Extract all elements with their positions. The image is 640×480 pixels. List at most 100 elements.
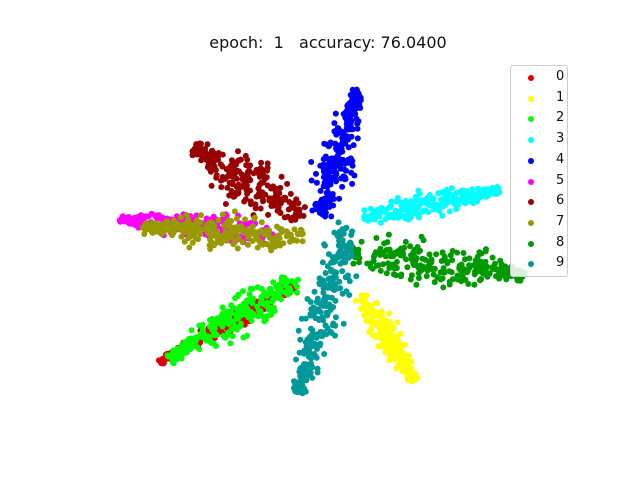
data-point xyxy=(347,101,354,108)
data-point xyxy=(347,239,354,246)
data-point xyxy=(208,339,214,346)
legend-swatch xyxy=(528,261,534,268)
data-point xyxy=(363,305,370,312)
legend-swatch xyxy=(528,199,534,206)
data-point xyxy=(241,179,248,186)
data-point xyxy=(320,161,327,168)
data-point xyxy=(308,159,315,165)
data-point xyxy=(402,238,409,245)
data-point xyxy=(268,185,275,192)
data-point xyxy=(308,337,315,343)
data-point xyxy=(166,221,173,228)
data-point xyxy=(273,283,279,290)
data-point xyxy=(408,272,415,279)
data-point xyxy=(352,297,359,304)
data-point xyxy=(222,334,229,341)
data-point xyxy=(141,213,148,220)
legend-label: 8 xyxy=(556,234,565,250)
data-point xyxy=(387,347,394,354)
data-point xyxy=(242,216,248,223)
data-point xyxy=(377,315,384,321)
data-point xyxy=(372,208,379,215)
legend-item-7: 7 xyxy=(511,213,569,233)
data-point xyxy=(320,174,327,181)
data-point xyxy=(439,212,446,219)
data-point xyxy=(386,310,393,317)
data-point xyxy=(283,233,290,240)
data-point xyxy=(321,168,327,175)
data-point xyxy=(212,167,219,173)
data-point xyxy=(385,231,392,238)
data-point xyxy=(329,278,336,285)
data-point xyxy=(324,325,331,332)
data-point xyxy=(387,335,394,342)
data-point xyxy=(328,158,335,165)
data-point xyxy=(363,311,370,318)
data-point xyxy=(319,259,326,266)
data-point xyxy=(431,279,438,286)
data-point xyxy=(440,284,447,291)
data-point xyxy=(186,244,193,251)
data-point xyxy=(404,264,411,271)
data-point xyxy=(116,217,123,224)
data-point xyxy=(296,368,303,375)
data-point xyxy=(290,378,297,385)
data-point xyxy=(433,206,440,213)
data-point xyxy=(489,254,496,261)
data-point xyxy=(355,99,362,106)
data-point xyxy=(401,213,408,220)
data-point xyxy=(470,195,477,202)
data-point xyxy=(462,256,468,263)
data-point xyxy=(433,251,440,258)
data-point xyxy=(426,251,433,258)
data-point xyxy=(261,318,268,325)
data-point xyxy=(190,231,196,237)
data-point xyxy=(223,174,230,181)
data-point xyxy=(324,183,331,190)
data-point xyxy=(314,369,321,376)
data-point xyxy=(185,344,192,351)
data-point xyxy=(394,319,401,326)
data-point xyxy=(374,300,380,307)
data-point xyxy=(215,217,222,224)
data-point xyxy=(189,239,196,246)
data-point xyxy=(383,270,390,277)
data-point xyxy=(313,179,320,186)
data-point xyxy=(257,165,264,172)
data-point xyxy=(361,298,368,305)
data-point xyxy=(228,218,235,224)
data-point xyxy=(239,239,246,245)
series-4-points xyxy=(308,86,364,220)
data-point xyxy=(228,157,235,164)
data-point xyxy=(446,281,453,288)
data-point xyxy=(466,264,473,271)
data-point xyxy=(293,196,300,203)
data-point xyxy=(287,190,294,197)
data-point xyxy=(416,197,423,204)
data-point xyxy=(246,291,253,298)
data-point xyxy=(240,308,247,314)
data-point xyxy=(247,226,254,233)
data-point xyxy=(285,206,292,213)
data-point xyxy=(317,208,323,214)
data-point xyxy=(313,170,319,177)
data-point xyxy=(348,232,355,238)
data-point xyxy=(311,288,318,295)
data-point xyxy=(255,313,262,320)
data-point xyxy=(350,260,357,267)
data-point xyxy=(337,260,344,267)
data-point xyxy=(242,196,249,203)
data-point xyxy=(378,308,385,315)
data-point xyxy=(407,243,414,250)
data-point xyxy=(297,336,304,343)
data-point xyxy=(343,288,350,295)
data-point xyxy=(234,245,241,252)
data-point xyxy=(369,309,376,315)
data-point xyxy=(129,216,135,223)
data-point xyxy=(335,219,342,226)
data-point xyxy=(300,368,307,375)
data-point xyxy=(337,247,344,254)
legend-item-2: 2 xyxy=(511,109,569,129)
data-point xyxy=(499,263,506,270)
data-point xyxy=(332,314,339,321)
